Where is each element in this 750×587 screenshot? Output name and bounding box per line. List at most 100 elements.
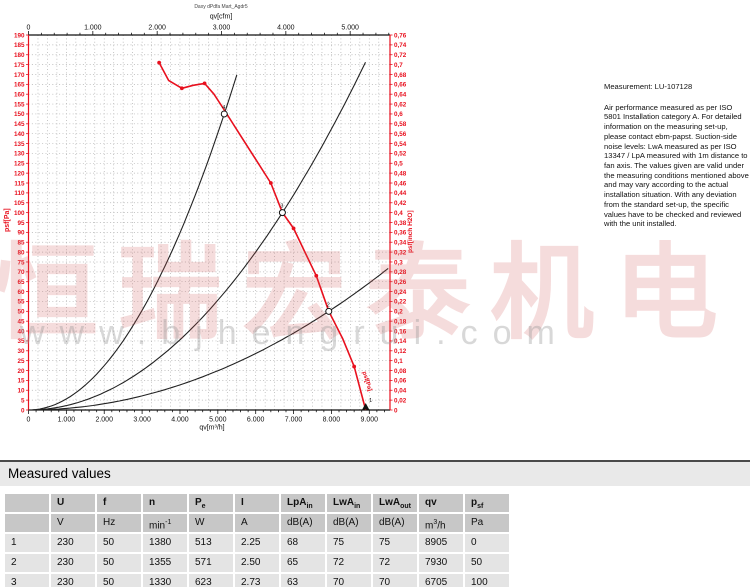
x-tick-label: 4.000 <box>171 417 189 424</box>
y-left-tick-label: 120 <box>14 170 25 177</box>
y-right-tick-label: 0,32 <box>394 249 407 256</box>
x-top-tick-label: 3.000 <box>213 25 231 32</box>
value-cell: 7930 <box>419 554 463 572</box>
y-right-tick-label: 0,22 <box>394 299 407 306</box>
y-left-tick-label: 180 <box>14 52 25 59</box>
x-top-tick-label: 0 <box>27 25 31 32</box>
y-left-tick-label: 45 <box>17 318 25 325</box>
operating-point-number: 1 <box>369 398 372 404</box>
y-right-tick-label: 0,66 <box>394 82 407 89</box>
left-axis-title: psf[Pa] <box>4 208 11 232</box>
value-cell: 2.50 <box>235 554 279 572</box>
y-left-tick-label: 190 <box>14 32 25 39</box>
fan-curve-marker <box>202 81 207 86</box>
y-right-tick-label: 0,54 <box>394 141 407 148</box>
y-left-tick-label: 50 <box>17 309 25 316</box>
column-unit: min-1 <box>143 514 187 532</box>
y-left-tick-label: 80 <box>17 249 25 256</box>
y-right-tick-label: 0,64 <box>394 92 407 99</box>
x-tick-label: 3.000 <box>133 417 151 424</box>
value-cell: 2.73 <box>235 574 279 587</box>
column-unit: V <box>51 514 95 532</box>
value-cell: 72 <box>373 554 417 572</box>
y-left-tick-label: 70 <box>17 269 25 276</box>
chart-header-small: Daxy dPdfa Mart_Agdr5 <box>194 4 248 10</box>
operating-points: 1 2 3 4 <box>220 105 372 410</box>
y-right-tick-label: 0,02 <box>394 397 407 404</box>
value-cell: 1330 <box>143 574 187 587</box>
column-unit: W <box>189 514 233 532</box>
fan-curve-marker <box>157 60 162 65</box>
y-right-tick-label: 0,12 <box>394 348 407 355</box>
fan-curve-marker <box>179 86 184 91</box>
value-cell: 75 <box>327 534 371 552</box>
y-left-tick-label: 175 <box>14 62 25 69</box>
column-header: LwAin <box>327 494 371 512</box>
grid <box>28 35 390 410</box>
column-header: f <box>97 494 141 512</box>
y-left-tick-label: 10 <box>17 388 25 395</box>
column-header: U <box>51 494 95 512</box>
system-curve <box>28 62 366 411</box>
fan-curve-marker <box>268 181 273 185</box>
y-right-tick-label: 0,74 <box>394 42 407 49</box>
column-header: n <box>143 494 187 512</box>
y-left-tick-label: 160 <box>14 92 25 99</box>
y-left-tick-label: 140 <box>14 131 25 138</box>
y-left-tick-label: 85 <box>17 240 25 247</box>
x-top-tick-label: 5.000 <box>341 25 359 32</box>
column-header: psf <box>465 494 509 512</box>
column-header: qv <box>419 494 463 512</box>
value-cell: 75 <box>373 534 417 552</box>
y-right-tick-label: 0,42 <box>394 200 407 207</box>
x-tick-label: 6.000 <box>247 417 265 424</box>
right-axis-title: psf[inch H2O] <box>407 210 414 253</box>
x-tick-label: 0 <box>27 417 31 424</box>
top-axis-title: qv[cfm] <box>210 14 233 21</box>
fan-performance-chart: 0 1.000 2.000 3.000 4.000 5.000 6.000 7.000 8.00… <box>0 0 420 450</box>
column-unit: dB(A) <box>327 514 371 532</box>
column-header: I <box>235 494 279 512</box>
y-left-tick-label: 5 <box>21 397 25 404</box>
y-right-tick-label: 0,38 <box>394 220 407 227</box>
x-tick-label: 2.000 <box>95 417 113 424</box>
measured-values-title: Measured values <box>0 460 750 486</box>
x-tick-label: 1.000 <box>58 417 76 424</box>
y-right-tick-label: 0,58 <box>394 121 407 128</box>
operating-point-triangle <box>362 403 370 410</box>
measurement-reference: Measurement: LU-107128 <box>604 82 693 91</box>
y-right-tick-label: 0,52 <box>394 151 407 158</box>
y-left-tick-label: 65 <box>17 279 25 286</box>
y-right-tick-label: 0,36 <box>394 230 407 237</box>
y-left-tick-label: 60 <box>17 289 25 296</box>
y-left-tick-label: 75 <box>17 259 25 266</box>
value-cell: 623 <box>189 574 233 587</box>
x-top-tick-label: 1.000 <box>84 25 102 32</box>
y-right-tick-label: 0,72 <box>394 52 407 59</box>
operating-point-number: 3 <box>280 204 283 210</box>
y-left-tick-label: 115 <box>14 180 25 187</box>
y-left-tick-label: 130 <box>14 151 25 158</box>
y-left-tick-label: 105 <box>14 200 25 207</box>
x-top-tick-label: 2.000 <box>148 25 166 32</box>
y-right-tick-label: 0,26 <box>394 279 407 286</box>
y-right-tick-label: 0,7 <box>394 62 403 69</box>
x-top-tick-label: 4.000 <box>277 25 295 32</box>
y-left-tick-label: 170 <box>14 72 25 79</box>
bottom-axis-title: qv[m³/h] <box>199 425 224 432</box>
value-cell: 50 <box>97 554 141 572</box>
column-unit: m3/h <box>419 514 463 532</box>
value-cell: 8905 <box>419 534 463 552</box>
column-unit: A <box>235 514 279 532</box>
value-cell: 230 <box>51 574 95 587</box>
y-left-tick-label: 155 <box>14 101 25 108</box>
y-left-tick-label: 100 <box>14 210 25 217</box>
fan-curve-label: psf[Pa] <box>361 371 373 392</box>
value-cell: 230 <box>51 554 95 572</box>
value-cell: 63 <box>281 574 325 587</box>
y-left-tick-label: 150 <box>14 111 25 118</box>
column-header <box>5 494 49 512</box>
y-left-tick-label: 25 <box>17 358 25 365</box>
y-left-tick-label: 145 <box>14 121 25 128</box>
